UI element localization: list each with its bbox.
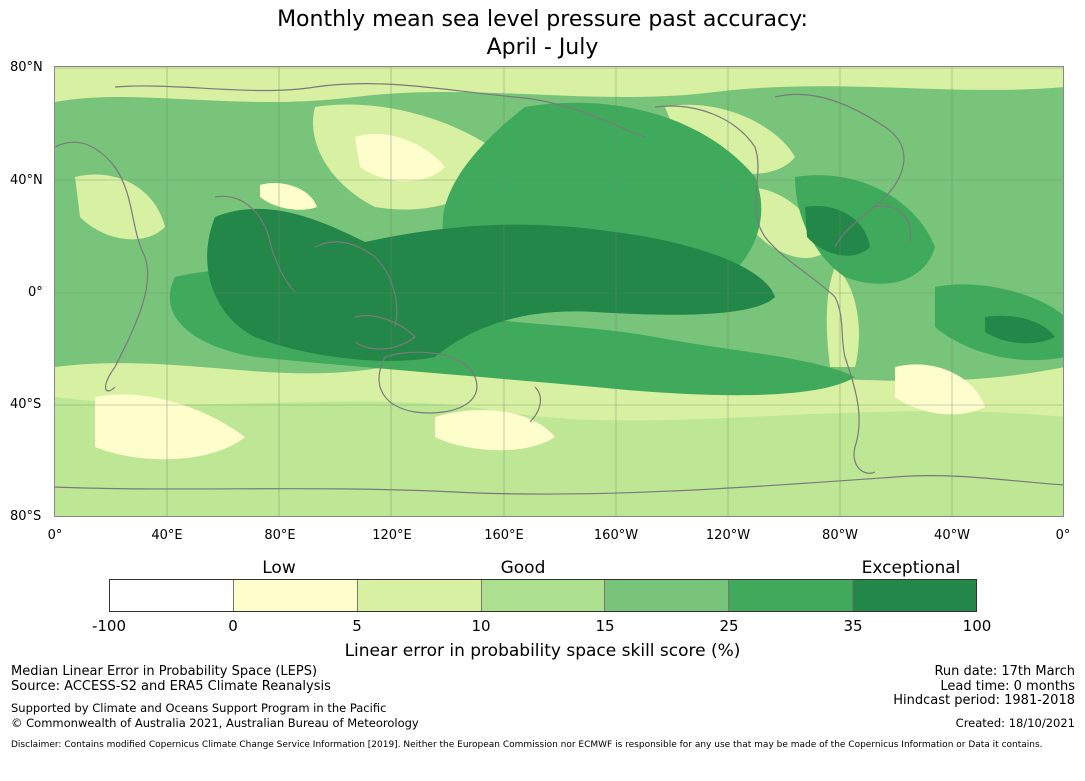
lead-time: Lead time: 0 months (940, 679, 1075, 694)
colorbar-segment (729, 580, 854, 611)
lon-label-120w: 120°W (705, 528, 751, 543)
lon-label-160w: 160°W (593, 528, 639, 543)
data-source: Source: ACCESS-S2 and ERA5 Climate Reana… (11, 679, 331, 694)
disclaimer: Disclaimer: Contains modified Copernicus… (11, 740, 1043, 750)
lon-label-80w: 80°W (822, 528, 858, 543)
lon-label-40e: 40°E (151, 528, 183, 543)
colorbar-tick: 10 (471, 617, 491, 635)
legend-category-low: Low (262, 558, 296, 578)
lon-label-160e: 160°E (484, 528, 524, 543)
lon-label-40w: 40°W (934, 528, 970, 543)
colorbar-tick: -100 (91, 617, 127, 635)
lon-label-120e: 120°E (372, 528, 412, 543)
colorbar (109, 579, 977, 612)
metric-description: Median Linear Error in Probability Space… (11, 664, 318, 679)
lat-label-80s: 80°S (10, 509, 42, 524)
colorbar-tick: 5 (352, 617, 362, 635)
colorbar-tick: 15 (595, 617, 615, 635)
skill-score-map (54, 66, 1064, 517)
coastlines (55, 83, 1063, 495)
map-title-line-2: April - July (486, 35, 599, 60)
colorbar-tick: 100 (962, 617, 992, 635)
graticule (55, 67, 1063, 516)
support-note: Supported by Climate and Oceans Support … (11, 701, 387, 715)
legend-category-exceptional: Exceptional (861, 558, 961, 578)
colorbar-tick: 25 (719, 617, 739, 635)
copyright-note: © Commonwealth of Australia 2021, Austra… (11, 716, 419, 730)
colorbar-segment (233, 580, 358, 611)
run-date: Run date: 17th March (934, 664, 1075, 679)
legend-category-good: Good (500, 558, 546, 578)
lon-label-80e: 80°E (264, 528, 296, 543)
map-title-line-1: Monthly mean sea level pressure past acc… (277, 7, 808, 32)
hindcast-period: Hindcast period: 1981-2018 (893, 693, 1075, 708)
colorbar-title: Linear error in probability space skill … (344, 641, 741, 661)
colorbar-tick: 0 (228, 617, 238, 635)
lat-label-40n: 40°N (10, 173, 43, 188)
colorbar-segment (481, 580, 606, 611)
colorbar-segment (357, 580, 482, 611)
lon-label-0-left: 0° (47, 528, 63, 543)
created-date: Created: 18/10/2021 (955, 716, 1075, 730)
lat-label-40s: 40°S (10, 397, 42, 412)
colorbar-segment (605, 580, 730, 611)
colorbar-segment (110, 580, 234, 611)
map-canvas (55, 67, 1063, 516)
colorbar-tick: 35 (843, 617, 863, 635)
lat-label-80n: 80°N (10, 60, 43, 75)
lat-label-0: 0° (28, 285, 43, 300)
high-skill-field (169, 102, 1063, 396)
colorbar-segment (853, 580, 977, 611)
lon-label-0-right: 0° (1055, 528, 1071, 543)
